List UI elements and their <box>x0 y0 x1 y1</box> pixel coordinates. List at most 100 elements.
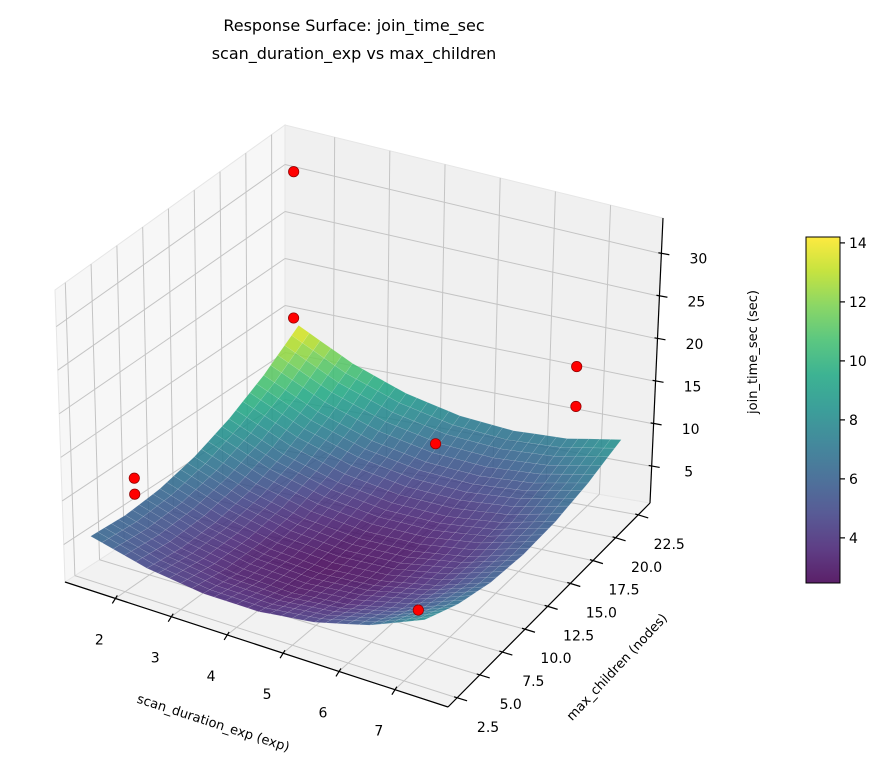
y-tick-label: 15.0 <box>586 606 617 622</box>
z-gridline <box>284 258 658 340</box>
y-gridline <box>90 264 101 560</box>
z-gridline <box>284 211 660 297</box>
surface-patch <box>563 490 583 499</box>
z-tick <box>652 379 664 383</box>
z-axis-line <box>649 217 664 504</box>
z-gridline <box>57 211 286 371</box>
surface-patch <box>413 616 432 622</box>
colorbar-tick-label: 4 <box>849 531 858 547</box>
y-tick-label: 7.5 <box>522 674 544 690</box>
z-gridline <box>60 305 286 458</box>
surface-patch <box>524 534 544 543</box>
x-tick <box>391 686 398 695</box>
data-point <box>570 400 582 413</box>
y-tick-label: 17.5 <box>608 583 639 599</box>
z-tick-label: 30 <box>689 252 707 268</box>
z-tick-label: 20 <box>686 337 704 353</box>
z-gridline <box>58 258 286 415</box>
surface-patch <box>426 610 445 615</box>
y-axis-line <box>447 502 651 708</box>
data-point <box>129 488 141 500</box>
surface-patch <box>433 607 452 612</box>
y-gridline <box>64 282 76 576</box>
data-points <box>128 166 583 616</box>
y-tick-label: 2.5 <box>477 720 499 736</box>
x-tick-label: 5 <box>263 687 272 703</box>
y-tick <box>521 627 536 633</box>
y-tick <box>635 513 649 519</box>
y-tick-label: 12.5 <box>563 628 594 644</box>
chart-title: Response Surface: join_time_sec <box>223 16 484 36</box>
chart-subtitle: scan_duration_exp vs max_children <box>212 44 497 64</box>
data-point <box>571 361 583 373</box>
colorbar-tick-label: 8 <box>849 413 858 429</box>
z-gridline <box>284 305 656 382</box>
x-tick-label: 6 <box>319 705 328 721</box>
data-point <box>430 438 442 450</box>
y-tick-label: 10.0 <box>540 651 571 667</box>
z-tick-label: 25 <box>688 294 706 310</box>
y-tick-label: 20.0 <box>631 560 662 576</box>
data-point <box>288 166 300 178</box>
surface-patch <box>511 547 531 556</box>
surface-patch <box>420 613 439 619</box>
y-tick-label: 5.0 <box>500 697 522 713</box>
z-axis-label: join_time_sec (sec) <box>746 290 761 415</box>
z-tick-label: 10 <box>682 422 700 438</box>
z-tick <box>654 337 666 341</box>
y-gridline <box>142 227 150 528</box>
surface-patch <box>544 513 563 523</box>
x-tick-label: 3 <box>151 651 160 667</box>
data-point <box>128 472 140 484</box>
surface-patch <box>458 590 479 597</box>
surface-patch <box>504 554 524 562</box>
z-tick-label: 5 <box>684 464 693 480</box>
colorbar-tick-label: 14 <box>849 236 867 252</box>
surface-patch <box>537 521 557 529</box>
y-gridline <box>167 208 175 512</box>
surface-patch <box>530 527 550 536</box>
y-gridline <box>74 575 458 699</box>
x-axis-line <box>64 581 449 708</box>
y-tick <box>544 604 558 610</box>
y-tick <box>589 559 604 565</box>
y-gridline <box>193 190 199 497</box>
y-tick <box>499 650 513 656</box>
y-tick <box>453 696 468 702</box>
y-tick-label: 22.5 <box>654 537 685 553</box>
y-tick <box>476 673 490 679</box>
z-tick-label: 15 <box>684 379 702 395</box>
z-gridline <box>284 164 662 255</box>
z-tick <box>658 252 670 256</box>
colorbar: 4 6 8 10 12 14 <box>805 236 867 584</box>
response-surface <box>90 325 622 626</box>
x-gridline <box>394 493 600 691</box>
colorbar-tick-label: 10 <box>849 354 867 370</box>
y-gridline <box>116 245 125 544</box>
x-tick <box>279 649 286 659</box>
x-tick-label: 2 <box>95 632 104 648</box>
z-tick <box>656 294 668 298</box>
colorbar-gradient <box>806 237 840 583</box>
x-tick <box>111 595 118 604</box>
colorbar-tick-label: 12 <box>849 295 867 311</box>
z-tick <box>650 422 662 426</box>
surface-patch <box>557 498 576 507</box>
z-gridline <box>55 164 286 328</box>
colorbar-frame <box>805 236 841 584</box>
z-gridline <box>61 352 286 502</box>
x-tick <box>223 631 230 641</box>
data-point <box>288 312 300 324</box>
y-tick <box>567 581 581 588</box>
surface-patch <box>517 541 537 549</box>
data-point <box>412 604 424 616</box>
x-tick <box>167 613 174 622</box>
surface-patch <box>550 505 570 515</box>
colorbar-tick-label: 6 <box>849 472 858 488</box>
x-tick-label: 4 <box>207 669 216 685</box>
y-tick <box>612 536 626 542</box>
z-tick <box>648 464 660 469</box>
x-tick-label: 7 <box>374 724 383 740</box>
axes: 2 3 4 5 6 7 2.55.07.5 10.0 12.5 15.0 17.5 20.0 22.5 5… <box>64 217 707 740</box>
